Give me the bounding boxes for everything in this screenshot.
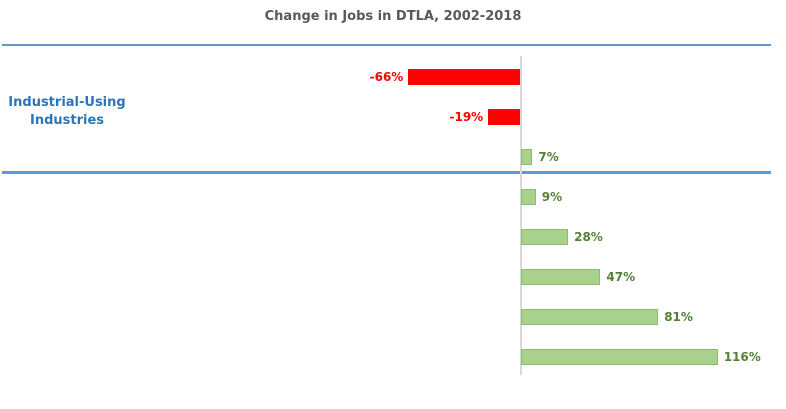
vertical-axis-line [519, 56, 522, 375]
divider-line-top [2, 43, 771, 46]
bar-value-label: 9% [541, 190, 563, 204]
chart-title: Change in Jobs in DTLA, 2002-2018 [264, 9, 522, 24]
bar-value-label: 28% [574, 230, 603, 244]
bar [520, 229, 569, 245]
group-label-industrial-using-industries: Industrial-Using Industries [8, 95, 126, 128]
bar [408, 69, 521, 85]
bar [520, 309, 659, 325]
bar [520, 349, 718, 365]
bar [488, 109, 521, 125]
bar-value-label: 81% [664, 310, 693, 324]
bar-value-label: -66% [369, 70, 404, 84]
bar-value-label: 47% [606, 270, 636, 284]
bar [520, 149, 533, 165]
divider-line-middle [2, 171, 771, 174]
bar-value-label: 116% [723, 350, 761, 364]
bar-value-label: -19% [449, 110, 484, 124]
bar-value-label: 7% [538, 150, 559, 164]
bar [520, 189, 536, 205]
bar [520, 269, 601, 285]
